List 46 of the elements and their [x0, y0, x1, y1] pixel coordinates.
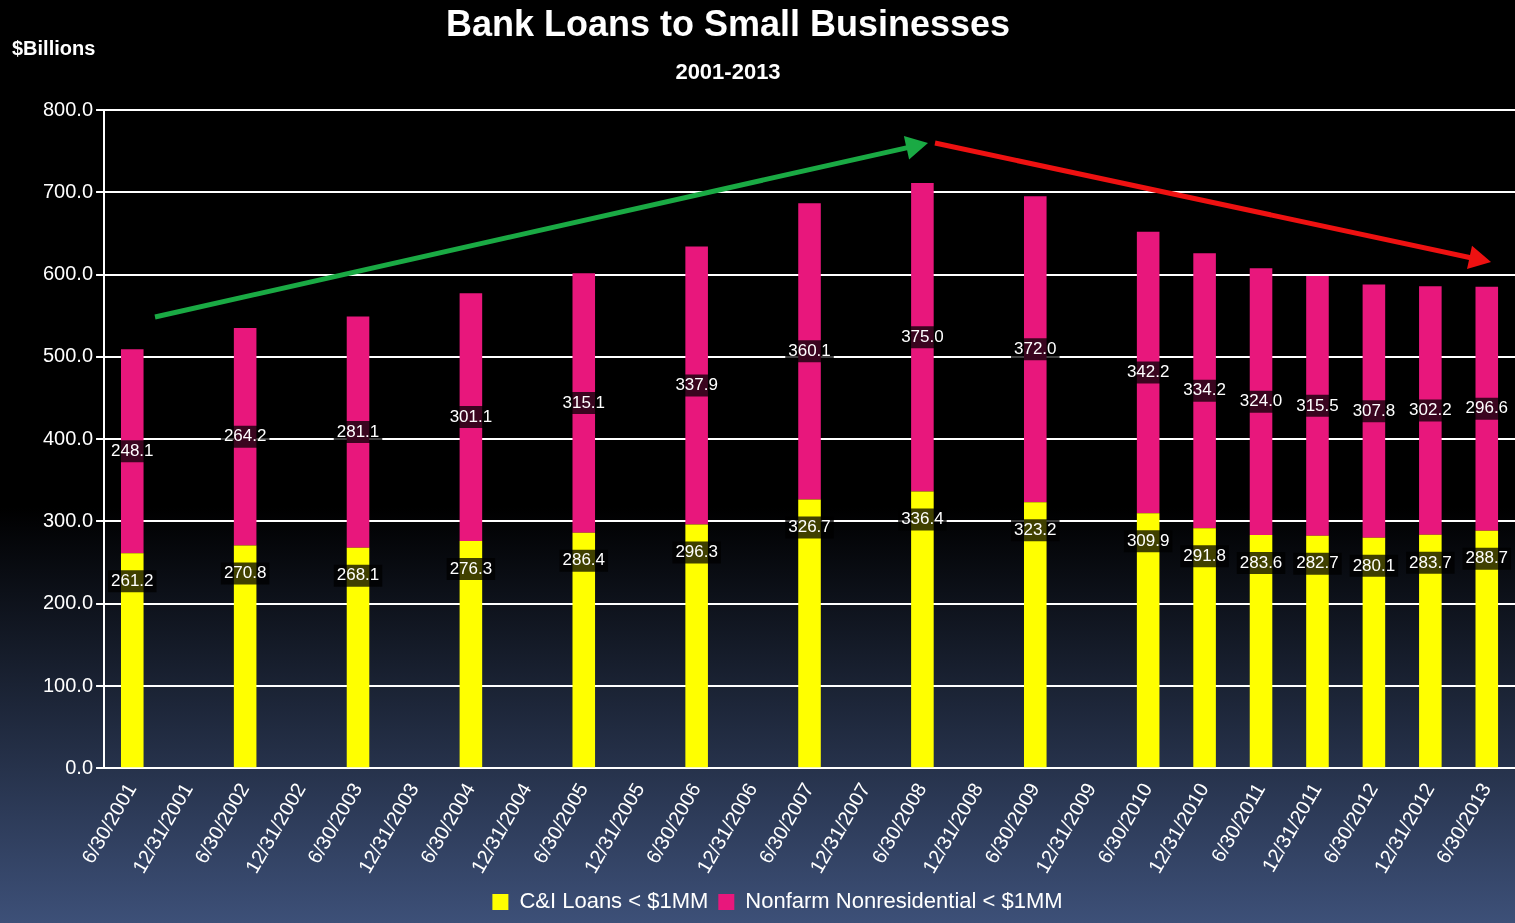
y-tick-label: 600.0: [42, 262, 94, 285]
data-label: 248.1: [110, 440, 154, 460]
data-label: 281.1: [336, 421, 380, 441]
data-label: 261.2: [110, 571, 154, 591]
data-label: 282.7: [1296, 553, 1339, 573]
data-label: 375.0: [901, 326, 944, 346]
y-tick-label: 200.0: [42, 591, 94, 614]
data-label: 283.7: [1409, 552, 1452, 572]
data-label: 286.4: [562, 550, 606, 570]
data-label: 337.9: [675, 375, 718, 395]
data-label: 288.7: [1465, 548, 1509, 568]
y-tick-label: 500.0: [42, 344, 94, 367]
legend-label: C&I Loans < $1MM: [519, 888, 709, 914]
chart-subtitle: 2001-2013: [675, 59, 781, 85]
data-label: 324.0: [1239, 391, 1283, 411]
y-tick-label: 800.0: [42, 97, 94, 120]
data-label: 307.8: [1352, 400, 1396, 420]
data-label: 309.9: [1126, 530, 1170, 550]
data-label: 315.5: [1296, 395, 1339, 415]
chart-title: Bank Loans to Small Businesses: [445, 2, 1011, 44]
data-label: 342.2: [1126, 362, 1170, 382]
data-label: 326.7: [788, 517, 831, 537]
data-label: 283.6: [1239, 552, 1283, 572]
data-label: 264.2: [223, 426, 267, 446]
data-label: 280.1: [1352, 555, 1396, 575]
data-label: 268.1: [336, 565, 380, 585]
y-tick-label: 100.0: [42, 673, 94, 696]
data-label: 291.8: [1183, 545, 1226, 565]
data-label: 296.6: [1465, 398, 1509, 418]
data-label: 315.1: [562, 392, 606, 412]
data-label: 360.1: [788, 341, 831, 360]
data-label: 296.3: [675, 542, 718, 562]
y-tick-label: 400.0: [42, 426, 94, 449]
data-label: 372.0: [1014, 338, 1057, 358]
data-label: 301.1: [449, 406, 493, 426]
y-tick-label: 0.0: [65, 755, 94, 778]
y-tick-label: 300.0: [42, 508, 94, 531]
data-label: 276.3: [449, 558, 493, 578]
y-tick-label: 700.0: [42, 179, 94, 202]
data-label: 270.8: [223, 563, 267, 583]
legend-label: Nonfarm Nonresidential < $1MM: [745, 888, 1063, 914]
data-label: 323.2: [1014, 520, 1057, 540]
y-axis-title: $Billions: [12, 36, 96, 59]
data-label: 336.4: [901, 509, 944, 529]
data-label: 334.2: [1183, 380, 1226, 400]
data-label: 302.2: [1409, 400, 1452, 420]
